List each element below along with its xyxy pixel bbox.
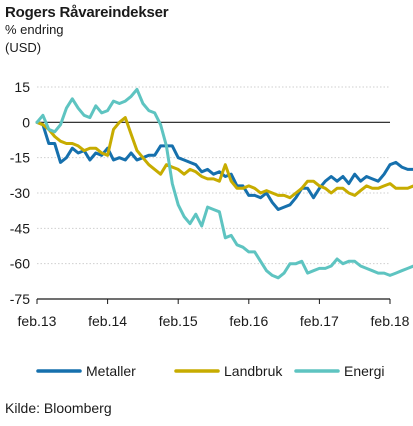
legend-label-landbruk: Landbruk: [224, 363, 283, 379]
x-tick-label: feb.16: [229, 313, 268, 329]
source-note: Kilde: Bloomberg: [5, 400, 112, 416]
chart-subtitle-currency: (USD): [5, 40, 42, 55]
series-lines: [35, 87, 413, 280]
x-tick-label: feb.17: [300, 313, 339, 329]
legend-label-metaller: Metaller: [86, 363, 136, 379]
y-tick-label: -60: [10, 256, 30, 272]
series-line-energi: [35, 87, 413, 280]
legend: Metaller Landbruk Energi: [36, 363, 384, 379]
y-tick-label: 0: [22, 114, 30, 130]
x-tick-label: feb.15: [159, 313, 198, 329]
y-tick-label: -45: [10, 220, 30, 236]
series-line-landbruk: [35, 116, 413, 200]
chart-title: Rogers Råvareindekser: [5, 4, 169, 21]
y-tick-label: -15: [10, 150, 30, 166]
chart-subtitle-unit: % endring: [5, 22, 64, 37]
axes: 15 0 -15 -30 -45 -60 -75 feb.13 feb.14 feb.15 feb.…: [10, 79, 410, 329]
y-tick-label: 15: [14, 79, 30, 95]
x-tick-label: feb.14: [88, 313, 127, 329]
y-tick-label: -30: [10, 185, 30, 201]
x-tick-label: feb.13: [18, 313, 57, 329]
y-tick-label: -75: [10, 291, 30, 307]
legend-label-energi: Energi: [344, 363, 384, 379]
grid: [37, 86, 390, 300]
x-tick-label: feb.18: [371, 313, 410, 329]
